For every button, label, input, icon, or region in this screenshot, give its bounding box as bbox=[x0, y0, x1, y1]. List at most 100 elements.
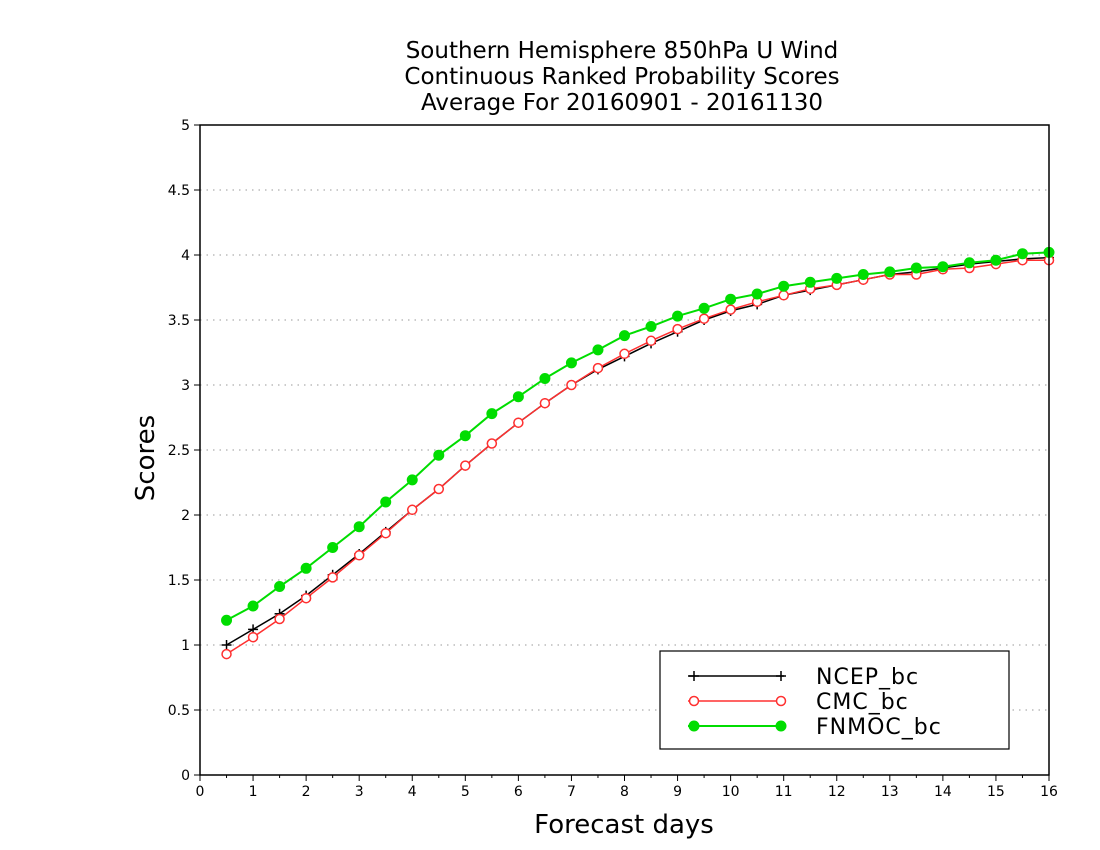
data-point-FNMOC_bc bbox=[539, 373, 551, 384]
data-point-FNMOC_bc bbox=[990, 254, 1002, 266]
y-tick-label: 2 bbox=[181, 508, 190, 524]
x-tick-label: 16 bbox=[1040, 784, 1058, 800]
data-point-CMC_bc bbox=[539, 397, 551, 409]
data-point-FNMOC_bc bbox=[884, 266, 896, 278]
x-tick-label: 7 bbox=[567, 784, 576, 800]
data-point-CMC_bc bbox=[247, 631, 259, 643]
legend-label-NCEP_bc: NCEP_bc bbox=[816, 665, 919, 690]
x-tick-label: 1 bbox=[249, 784, 258, 800]
x-tick-label: 3 bbox=[355, 784, 364, 800]
data-point-FNMOC_bc bbox=[380, 496, 392, 508]
data-point-FNMOC_bc bbox=[406, 474, 418, 486]
data-point-CMC_bc bbox=[619, 348, 630, 360]
data-point-FNMOC_bc bbox=[619, 330, 630, 342]
legend-label-CMC_bc: CMC_bc bbox=[816, 690, 909, 715]
data-point-CMC_bc bbox=[353, 550, 365, 561]
data-point-FNMOC_bc bbox=[300, 562, 312, 574]
x-axis-label: Forecast days bbox=[534, 810, 714, 840]
legend-marker-FNMOC_bc bbox=[688, 720, 700, 732]
data-point-CMC_bc bbox=[725, 304, 736, 315]
data-point-FNMOC_bc bbox=[910, 262, 922, 274]
x-tick-label: 0 bbox=[196, 784, 205, 800]
x-tick-label: 14 bbox=[934, 784, 952, 800]
y-tick-label: 4 bbox=[181, 248, 190, 264]
data-point-CMC_bc bbox=[327, 572, 338, 583]
data-point-FNMOC_bc bbox=[274, 581, 286, 592]
x-tick-label: 8 bbox=[620, 784, 629, 800]
y-tick-label: 0.5 bbox=[168, 703, 190, 719]
data-point-FNMOC_bc bbox=[645, 321, 657, 332]
chart-title-line-2: Continuous Ranked Probability Scores bbox=[404, 64, 839, 90]
data-point-FNMOC_bc bbox=[433, 449, 445, 461]
x-axis-ticks: 0 1 2 3 4 5 6 7 8 9 10 11 12 13 14 15 16 bbox=[196, 775, 1058, 800]
data-point-FNMOC_bc bbox=[698, 302, 710, 314]
y-tick-label: 1 bbox=[181, 638, 190, 654]
data-point-FNMOC_bc bbox=[857, 269, 869, 280]
data-point-FNMOC_bc bbox=[672, 310, 684, 322]
data-point-FNMOC_bc bbox=[1016, 248, 1028, 260]
series-line-NCEP_bc bbox=[226, 256, 1050, 646]
data-point-FNMOC_bc bbox=[353, 521, 365, 533]
y-tick-label: 1.5 bbox=[168, 573, 190, 589]
data-point-CMC_bc bbox=[221, 648, 232, 660]
legend-marker-NCEP_bc bbox=[776, 671, 786, 681]
y-axis-ticks: 0 0.5 1 1.5 2 2.5 3 3.5 4 4.5 5 bbox=[168, 118, 200, 784]
data-point-CMC_bc bbox=[513, 417, 524, 428]
data-point-CMC_bc bbox=[380, 527, 391, 539]
legend-marker-FNMOC_bc bbox=[775, 720, 787, 732]
series-line-CMC_bc bbox=[226, 259, 1049, 655]
legend-marker-CMC_bc bbox=[775, 695, 787, 707]
data-point-CMC_bc bbox=[274, 613, 285, 625]
x-tick-label: 2 bbox=[302, 784, 311, 800]
data-point-FNMOC_bc bbox=[565, 357, 577, 369]
y-tick-label: 4.5 bbox=[168, 183, 190, 199]
chart-title-line-1: Southern Hemisphere 850hPa U Wind bbox=[406, 38, 839, 64]
x-tick-label: 11 bbox=[775, 784, 793, 800]
y-axis-label: Scores bbox=[131, 415, 161, 501]
series-NCEP_bc bbox=[221, 252, 1054, 650]
x-tick-label: 5 bbox=[461, 784, 470, 800]
data-point-FNMOC_bc bbox=[831, 272, 843, 284]
x-tick-label: 12 bbox=[828, 784, 846, 800]
data-point-FNMOC_bc bbox=[221, 614, 233, 626]
data-point-FNMOC_bc bbox=[327, 542, 339, 553]
y-tick-label: 5 bbox=[181, 118, 190, 134]
data-point-FNMOC_bc bbox=[778, 280, 790, 292]
x-tick-label: 13 bbox=[881, 784, 899, 800]
legend-box bbox=[659, 650, 1010, 750]
chart-title-line-3: Average For 20160901 - 20161130 bbox=[421, 90, 823, 116]
data-point-CMC_bc bbox=[407, 504, 418, 516]
data-point-CMC_bc bbox=[672, 323, 683, 335]
data-point-FNMOC_bc bbox=[592, 344, 604, 356]
data-point-FNMOC_bc bbox=[459, 430, 471, 442]
data-point-FNMOC_bc bbox=[751, 288, 763, 300]
data-point-CMC_bc bbox=[698, 313, 710, 324]
data-point-CMC_bc bbox=[433, 483, 445, 495]
data-point-CMC_bc bbox=[300, 592, 312, 604]
x-tick-label: 4 bbox=[408, 784, 417, 800]
data-point-CMC_bc bbox=[486, 438, 498, 449]
x-tick-label: 6 bbox=[514, 784, 523, 800]
data-point-FNMOC_bc bbox=[804, 276, 816, 288]
data-point-CMC_bc bbox=[778, 290, 789, 301]
series-lines bbox=[221, 246, 1055, 660]
data-point-CMC_bc bbox=[645, 335, 657, 347]
data-point-FNMOC_bc bbox=[963, 257, 975, 269]
x-tick-label: 9 bbox=[673, 784, 682, 800]
y-tick-label: 0 bbox=[181, 768, 190, 784]
legend-label-FNMOC_bc: FNMOC_bc bbox=[816, 715, 942, 740]
data-point-NCEP_bc bbox=[221, 640, 232, 650]
x-tick-label: 15 bbox=[987, 784, 1005, 800]
data-point-CMC_bc bbox=[592, 362, 604, 374]
data-point-FNMOC_bc bbox=[247, 600, 259, 612]
legend-marker-NCEP_bc bbox=[689, 671, 699, 681]
y-tick-label: 3.5 bbox=[168, 313, 190, 329]
data-point-FNMOC_bc bbox=[937, 261, 949, 273]
series-CMC_bc bbox=[221, 254, 1055, 660]
y-tick-label: 3 bbox=[181, 378, 190, 394]
data-point-CMC_bc bbox=[566, 379, 577, 391]
data-point-CMC_bc bbox=[460, 460, 471, 471]
chart-title: Southern Hemisphere 850hPa U WindContinu… bbox=[404, 38, 839, 116]
